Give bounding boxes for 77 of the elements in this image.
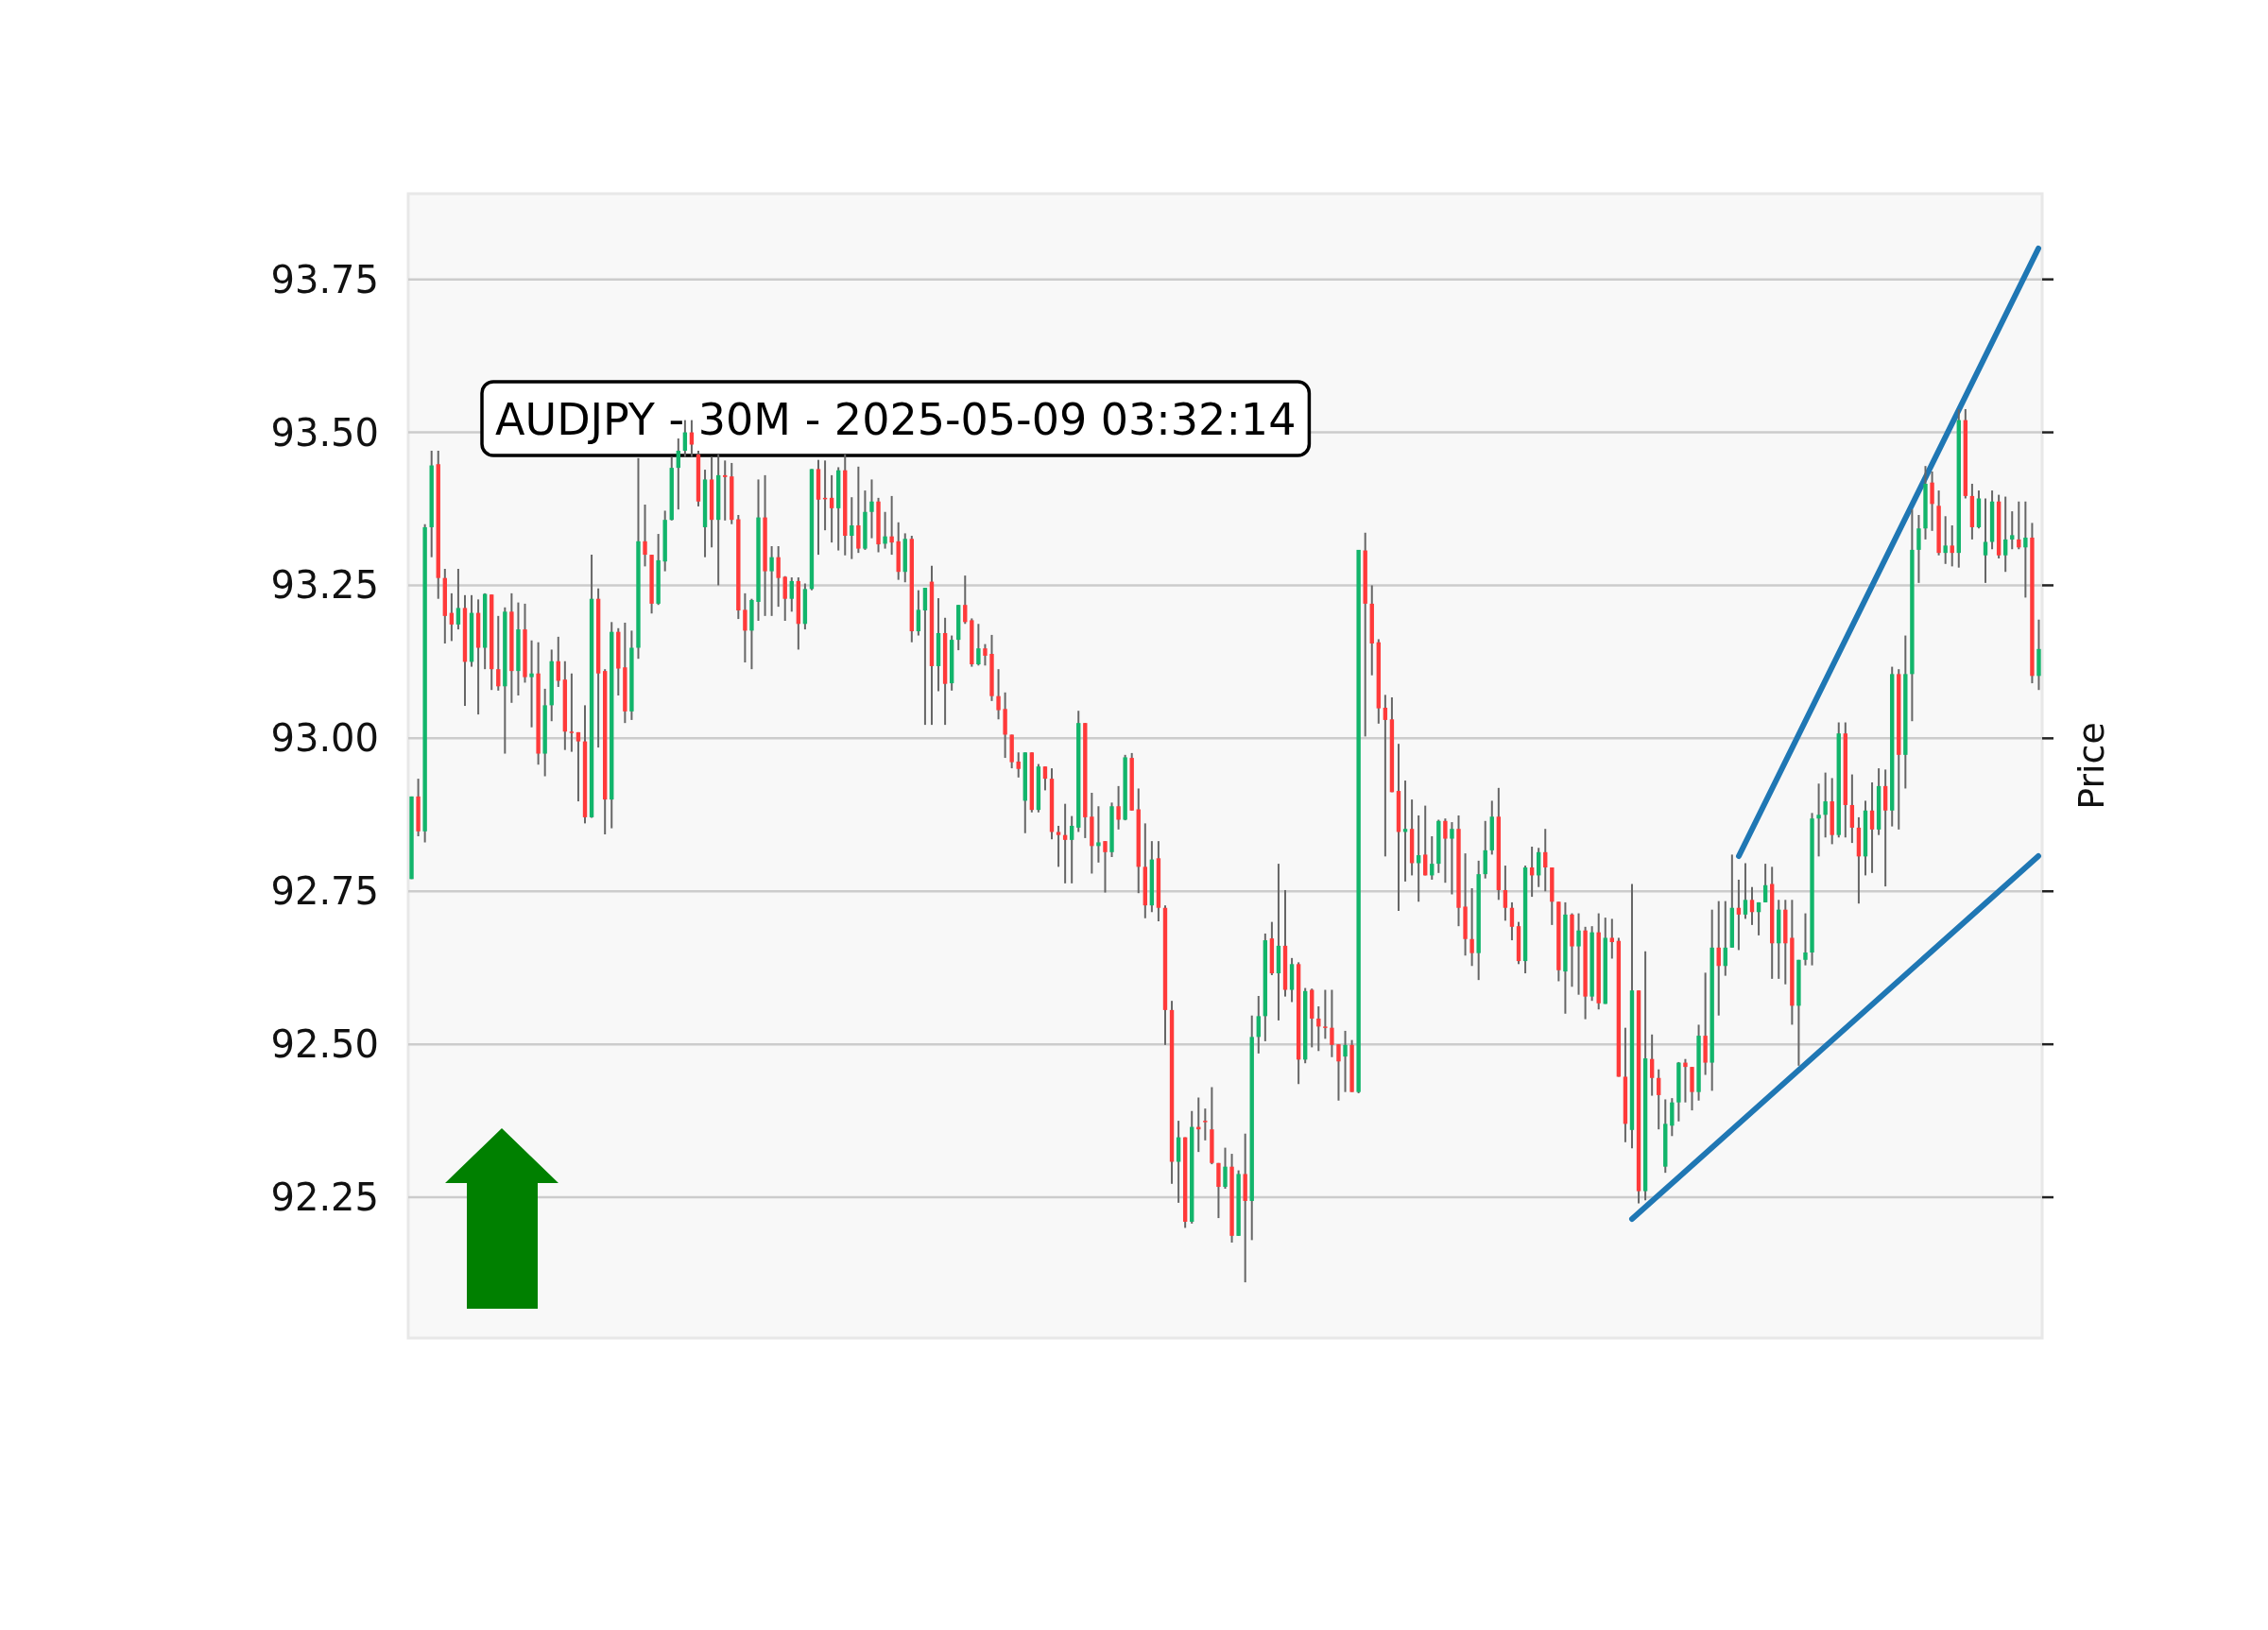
y-tick-label: 93.00	[270, 716, 379, 761]
candlestick	[1762, 863, 1768, 903]
y-axis-title: Price	[2070, 722, 2112, 810]
candlestick	[1916, 513, 1921, 584]
candlestick	[782, 575, 787, 623]
candlestick	[1503, 865, 1508, 922]
candlestick	[776, 545, 781, 609]
candlestick	[569, 672, 575, 753]
candlestick	[1336, 1043, 1341, 1102]
candlestick	[496, 614, 501, 692]
candlestick	[1469, 887, 1474, 968]
candlestick	[1330, 988, 1334, 1058]
candlestick	[1649, 1033, 1655, 1097]
y-tick-label: 93.25	[270, 563, 379, 608]
candlestick	[1609, 918, 1615, 960]
candlestick	[1736, 878, 1742, 952]
candlestick	[689, 419, 695, 458]
candlestick	[1823, 771, 1828, 839]
candlestick	[889, 494, 894, 557]
candlestick	[1042, 765, 1048, 792]
candlestick	[1816, 782, 1821, 858]
candlestick	[1543, 828, 1548, 893]
y-tick-label: 93.75	[270, 257, 379, 301]
candlestick	[1096, 805, 1101, 864]
candlestick	[1450, 821, 1454, 896]
candlestick	[1016, 751, 1021, 779]
candlestick	[2003, 495, 2008, 574]
candlestick	[789, 576, 794, 613]
candlestick	[676, 438, 680, 511]
candlestick	[769, 545, 774, 617]
candlestick	[455, 567, 461, 631]
text: AUDJPY - 30M - 2025-05-09 03:32:14	[495, 394, 1297, 445]
candlestick	[2010, 510, 2015, 551]
candlestick	[1323, 988, 1328, 1040]
candlestick	[1070, 815, 1074, 884]
candlestick	[963, 575, 968, 626]
candlestick	[1803, 912, 1808, 967]
candlestick	[1950, 524, 1954, 568]
candlestick	[743, 592, 747, 664]
candlestick	[1256, 995, 1261, 1055]
candlestick	[1749, 885, 1755, 926]
y-tick-label: 92.50	[270, 1022, 379, 1067]
candlestick	[916, 589, 921, 637]
candlestick	[529, 639, 534, 729]
candlestick	[1103, 840, 1108, 894]
candlestick	[643, 503, 647, 568]
candlestick	[983, 643, 988, 667]
candlestick	[1869, 781, 1875, 874]
y-tick-label: 92.75	[270, 869, 379, 914]
y-tick-label: 93.50	[270, 410, 379, 455]
candlestick	[850, 496, 854, 560]
candlestick	[1930, 471, 1934, 532]
candlestick	[883, 510, 887, 550]
candlestick	[1576, 912, 1581, 996]
y-tick-label: 92.25	[270, 1175, 379, 1220]
candlestick	[1743, 862, 1748, 920]
candlestick	[576, 730, 581, 803]
candlestick	[1849, 773, 1855, 845]
candlestick	[1657, 1068, 1661, 1131]
candlestick	[869, 478, 874, 540]
candlestick	[2023, 500, 2028, 599]
candlestick	[1056, 824, 1061, 868]
candlestick	[976, 623, 981, 667]
candlestick	[1203, 1107, 1208, 1141]
candlestick	[1223, 1146, 1228, 1190]
candlestick	[829, 473, 834, 544]
candlestick	[1343, 1029, 1348, 1093]
candlestick	[1443, 817, 1448, 884]
candlestick	[1116, 784, 1121, 831]
candlestick	[1683, 1057, 1688, 1104]
candlestick	[1983, 497, 1988, 584]
candlestick	[1423, 804, 1428, 877]
candlestick	[1509, 901, 1515, 942]
candlestick	[922, 587, 928, 727]
candlestick	[996, 668, 1001, 721]
candlestick	[1383, 694, 1388, 858]
candlestick	[1943, 515, 1948, 565]
